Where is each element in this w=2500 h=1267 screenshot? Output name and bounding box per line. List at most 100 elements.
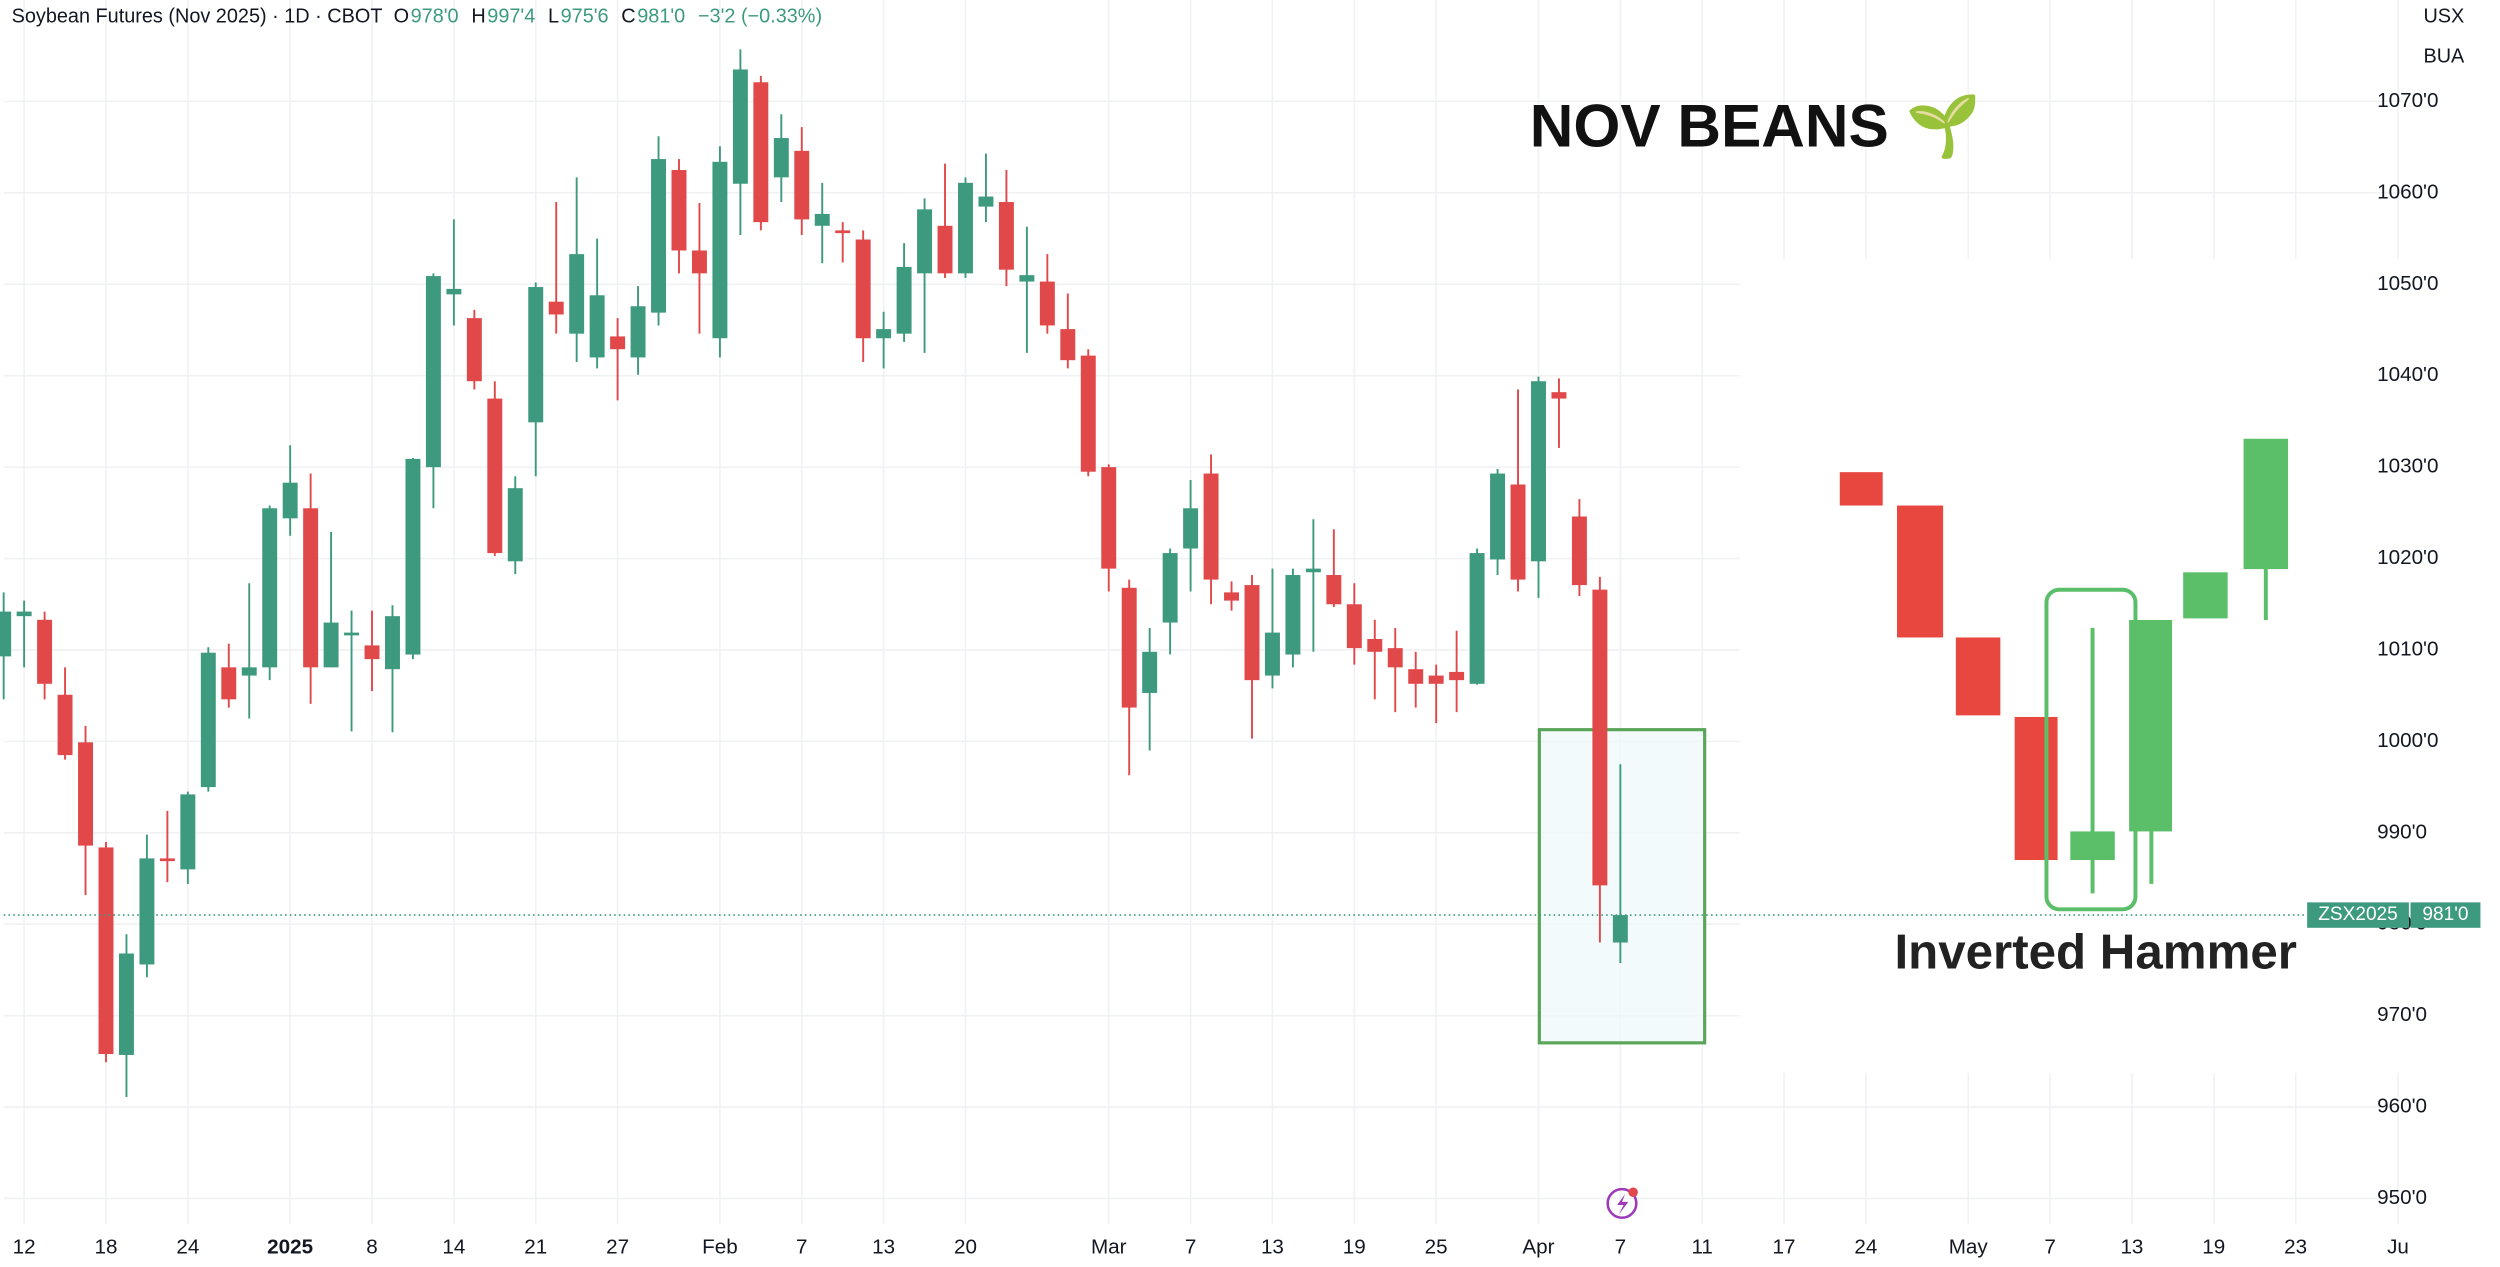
candle-body: [466, 318, 482, 382]
x-tick-label: 23: [2284, 1235, 2307, 1258]
y-tick-label: 1050'0: [2377, 272, 2438, 295]
candle-body: [1183, 508, 1199, 549]
legend-value: 997'4: [487, 6, 535, 28]
candle-body: [1039, 281, 1055, 326]
y-tick-label: 950'0: [2377, 1186, 2427, 1209]
inset-candle: [2183, 572, 2228, 619]
candle-body: [569, 254, 585, 334]
candle-body: [773, 138, 789, 178]
lightning-icon[interactable]: [1606, 1187, 1638, 1219]
legend-key: C: [621, 6, 635, 28]
candle-body: [1162, 553, 1178, 623]
candles: [0, 49, 1628, 1098]
candle-body: [282, 482, 298, 519]
candle-body: [1224, 592, 1239, 601]
annotation-title: NOV BEANS 🌱: [1530, 91, 1981, 160]
chart-title: Soybean Futures (Nov 2025) · 1D · CBOT: [12, 6, 383, 28]
x-tick-label: Ju: [2387, 1235, 2409, 1258]
candle-body: [1490, 473, 1506, 560]
y-tick-label: 970'0: [2377, 1003, 2427, 1026]
x-tick-label: 21: [524, 1235, 547, 1258]
x-tick-label: 13: [872, 1235, 895, 1258]
candle-body: [1346, 604, 1362, 649]
y-tick-label: 1040'0: [2377, 363, 2438, 386]
candle-body: [958, 182, 973, 274]
candle-body: [1121, 587, 1137, 708]
candle-body: [1592, 589, 1608, 886]
symbol-label-box: [2307, 902, 2409, 928]
last-price-label: 981'0: [2422, 904, 2468, 925]
candle-body: [937, 225, 953, 274]
candle-body: [323, 622, 339, 668]
candle-body: [1142, 651, 1158, 693]
candle-body: [303, 508, 319, 668]
x-tick-label: 19: [1343, 1235, 1366, 1258]
candle-body: [1510, 484, 1526, 580]
y-tick-label: 960'0: [2377, 1095, 2427, 1118]
candle-body: [1408, 669, 1424, 684]
candle-body: [446, 288, 462, 295]
legend-value: 978'0: [411, 6, 459, 28]
candle-body: [241, 667, 257, 676]
symbol-label: ZSX2025: [2318, 904, 2397, 925]
candle-body: [98, 847, 114, 1055]
candle-body: [1203, 473, 1219, 580]
inset-candle: [1955, 637, 2001, 716]
candle-body: [364, 645, 380, 660]
x-tick-label: 19: [2202, 1235, 2225, 1258]
x-tick-label: 18: [94, 1235, 117, 1258]
candle-body: [610, 336, 626, 350]
x-tick-label: 2025: [267, 1235, 313, 1258]
candle-body: [1305, 568, 1321, 573]
inset-candle: [2243, 438, 2289, 570]
candle-body: [589, 295, 605, 358]
x-tick-label: 12: [13, 1235, 36, 1258]
candle-body: [651, 159, 666, 313]
x-tick-label: 27: [606, 1235, 629, 1258]
candle-body: [1101, 467, 1117, 569]
y-tick-label: 1060'0: [2377, 180, 2438, 203]
candle-body: [1244, 585, 1260, 681]
overlay: 950'0960'0970'0980'0990'01000'01010'0102…: [3, 89, 2481, 1258]
x-tick-label: 7: [2044, 1235, 2056, 1258]
x-tick-label: 7: [1615, 1235, 1627, 1258]
candle-body: [180, 794, 196, 870]
legend-key: O: [394, 6, 409, 28]
x-tick-label: 7: [1185, 1235, 1197, 1258]
candle-body: [262, 508, 278, 668]
x-tick-label: 25: [1425, 1235, 1448, 1258]
candle-body: [159, 858, 175, 862]
candle-body: [1531, 381, 1546, 562]
candle-body: [507, 488, 523, 562]
candle-body: [835, 230, 851, 234]
candle-body: [16, 611, 32, 617]
candle-body: [139, 858, 155, 965]
candle-body: [630, 306, 646, 358]
inset: Inverted Hammer: [1739, 259, 2405, 1074]
candle-body: [1387, 648, 1403, 668]
y-tick-label: 1030'0: [2377, 455, 2438, 478]
x-tick-label: Feb: [702, 1235, 738, 1258]
candle-body: [221, 667, 237, 700]
x-tick-label: 11: [1691, 1235, 1712, 1258]
legend-key: L: [548, 6, 559, 28]
x-tick-label: 24: [1854, 1235, 1877, 1258]
candle-body: [57, 694, 73, 756]
x-tick-label: Mar: [1091, 1235, 1127, 1258]
legend-value: 981'0: [637, 6, 685, 28]
candle-body: [855, 239, 871, 339]
candle-body: [0, 611, 12, 657]
y-tick-label: 1010'0: [2377, 637, 2438, 660]
y-tick-label: 1000'0: [2377, 729, 2438, 752]
currency: USX: [2423, 6, 2464, 28]
x-tick-label: 13: [2120, 1235, 2143, 1258]
candle-body: [1326, 575, 1342, 605]
y-tick-label: 1070'0: [2377, 89, 2438, 112]
candle-body: [1080, 355, 1096, 472]
icon-dot: [1628, 1187, 1638, 1198]
candle-body: [118, 953, 134, 1055]
candle-body: [1019, 275, 1035, 282]
x-tick-label: 17: [1773, 1235, 1796, 1258]
